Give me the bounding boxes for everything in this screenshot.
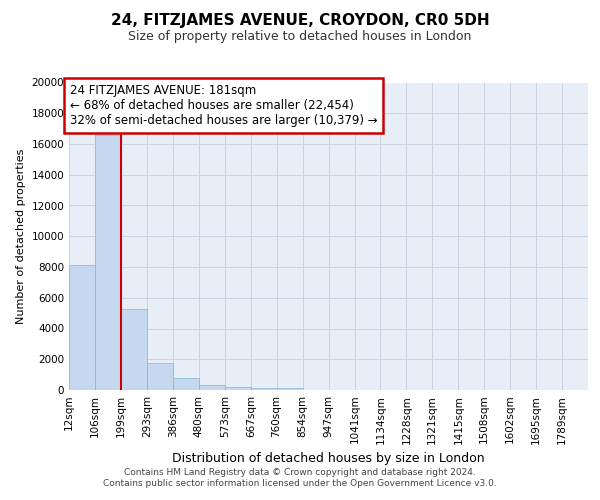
Y-axis label: Number of detached properties: Number of detached properties <box>16 148 26 324</box>
Bar <box>277 388 302 390</box>
Text: 24, FITZJAMES AVENUE, CROYDON, CR0 5DH: 24, FITZJAMES AVENUE, CROYDON, CR0 5DH <box>110 12 490 28</box>
Bar <box>224 387 251 390</box>
X-axis label: Distribution of detached houses by size in London: Distribution of detached houses by size … <box>172 452 485 465</box>
Text: Size of property relative to detached houses in London: Size of property relative to detached ho… <box>128 30 472 43</box>
Text: 24 FITZJAMES AVENUE: 181sqm
← 68% of detached houses are smaller (22,454)
32% of: 24 FITZJAMES AVENUE: 181sqm ← 68% of det… <box>70 84 377 127</box>
Bar <box>173 378 199 390</box>
Bar <box>251 388 277 390</box>
Text: Contains HM Land Registry data © Crown copyright and database right 2024.
Contai: Contains HM Land Registry data © Crown c… <box>103 468 497 487</box>
Bar <box>121 308 147 390</box>
Bar <box>69 266 95 390</box>
Bar <box>95 135 121 390</box>
Bar <box>147 363 173 390</box>
Bar <box>199 386 224 390</box>
